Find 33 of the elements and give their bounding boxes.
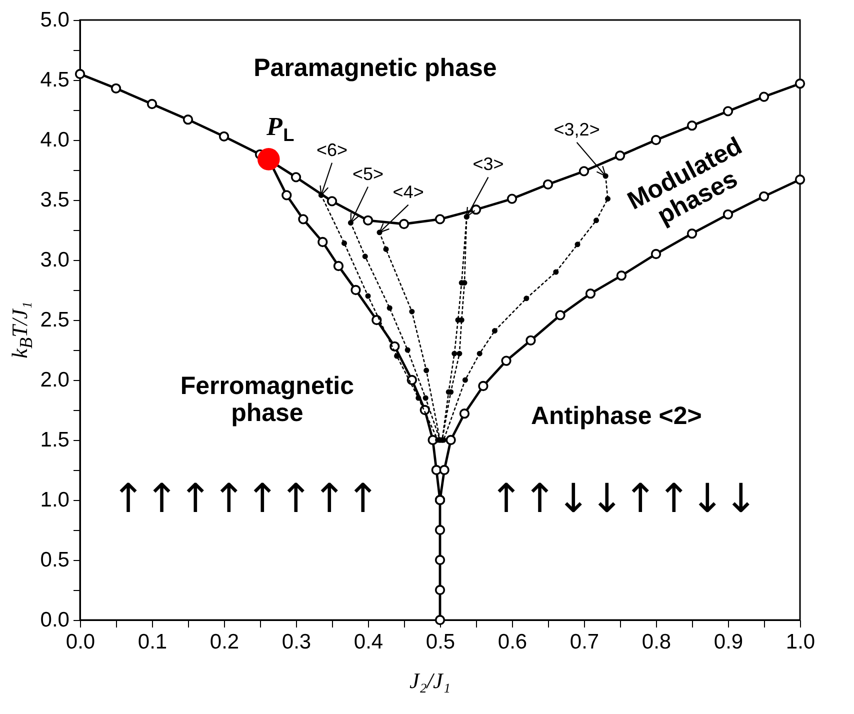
y-tick-label: 3.0 bbox=[40, 248, 70, 272]
x-tick-label: 0.4 bbox=[354, 630, 384, 654]
annotation: Antiphase <2> bbox=[530, 402, 702, 430]
y-tick-label: 1.5 bbox=[40, 428, 70, 452]
y-tick-label: 4.5 bbox=[40, 68, 70, 92]
x-axis-title: J₂/J₁ bbox=[410, 668, 450, 694]
x-tick-label: 0.6 bbox=[498, 630, 528, 654]
y-tick-label: 3.5 bbox=[40, 188, 70, 212]
annotation: <3> bbox=[472, 154, 504, 174]
annotation: <3,2> bbox=[554, 119, 600, 140]
x-tick-label: 0.5 bbox=[426, 630, 456, 654]
annotation: <5> bbox=[352, 164, 384, 184]
y-tick-label: 2.0 bbox=[40, 368, 70, 392]
y-tick-label: 5.0 bbox=[40, 8, 70, 32]
annotation: ↑↑↓↓↑↑↓↓ bbox=[490, 476, 758, 522]
y-tick-label: 4.0 bbox=[40, 128, 70, 152]
y-tick-label: 0.0 bbox=[40, 608, 70, 632]
x-tick-label: 0.0 bbox=[66, 630, 96, 654]
y-tick-label: 0.5 bbox=[40, 548, 70, 572]
x-tick-label: 0.1 bbox=[138, 630, 168, 654]
x-tick-label: 0.8 bbox=[642, 630, 672, 654]
x-tick-label: 1.0 bbox=[786, 630, 816, 654]
annotation: <6> bbox=[316, 140, 348, 160]
annotation: Ferromagnetic phase bbox=[180, 372, 354, 427]
y-tick-label: 1.0 bbox=[40, 488, 70, 512]
y-tick-label: 2.5 bbox=[40, 308, 70, 332]
x-tick-label: 0.9 bbox=[714, 630, 744, 654]
x-tick-label: 0.7 bbox=[570, 630, 600, 654]
annotation: Paramagnetic phase bbox=[254, 54, 497, 82]
x-tick-label: 0.3 bbox=[282, 630, 312, 654]
annotation: ↑↑↑↑↑↑↑↑ bbox=[112, 476, 380, 522]
x-tick-label: 0.2 bbox=[210, 630, 240, 654]
annotation: <4> bbox=[392, 182, 424, 202]
